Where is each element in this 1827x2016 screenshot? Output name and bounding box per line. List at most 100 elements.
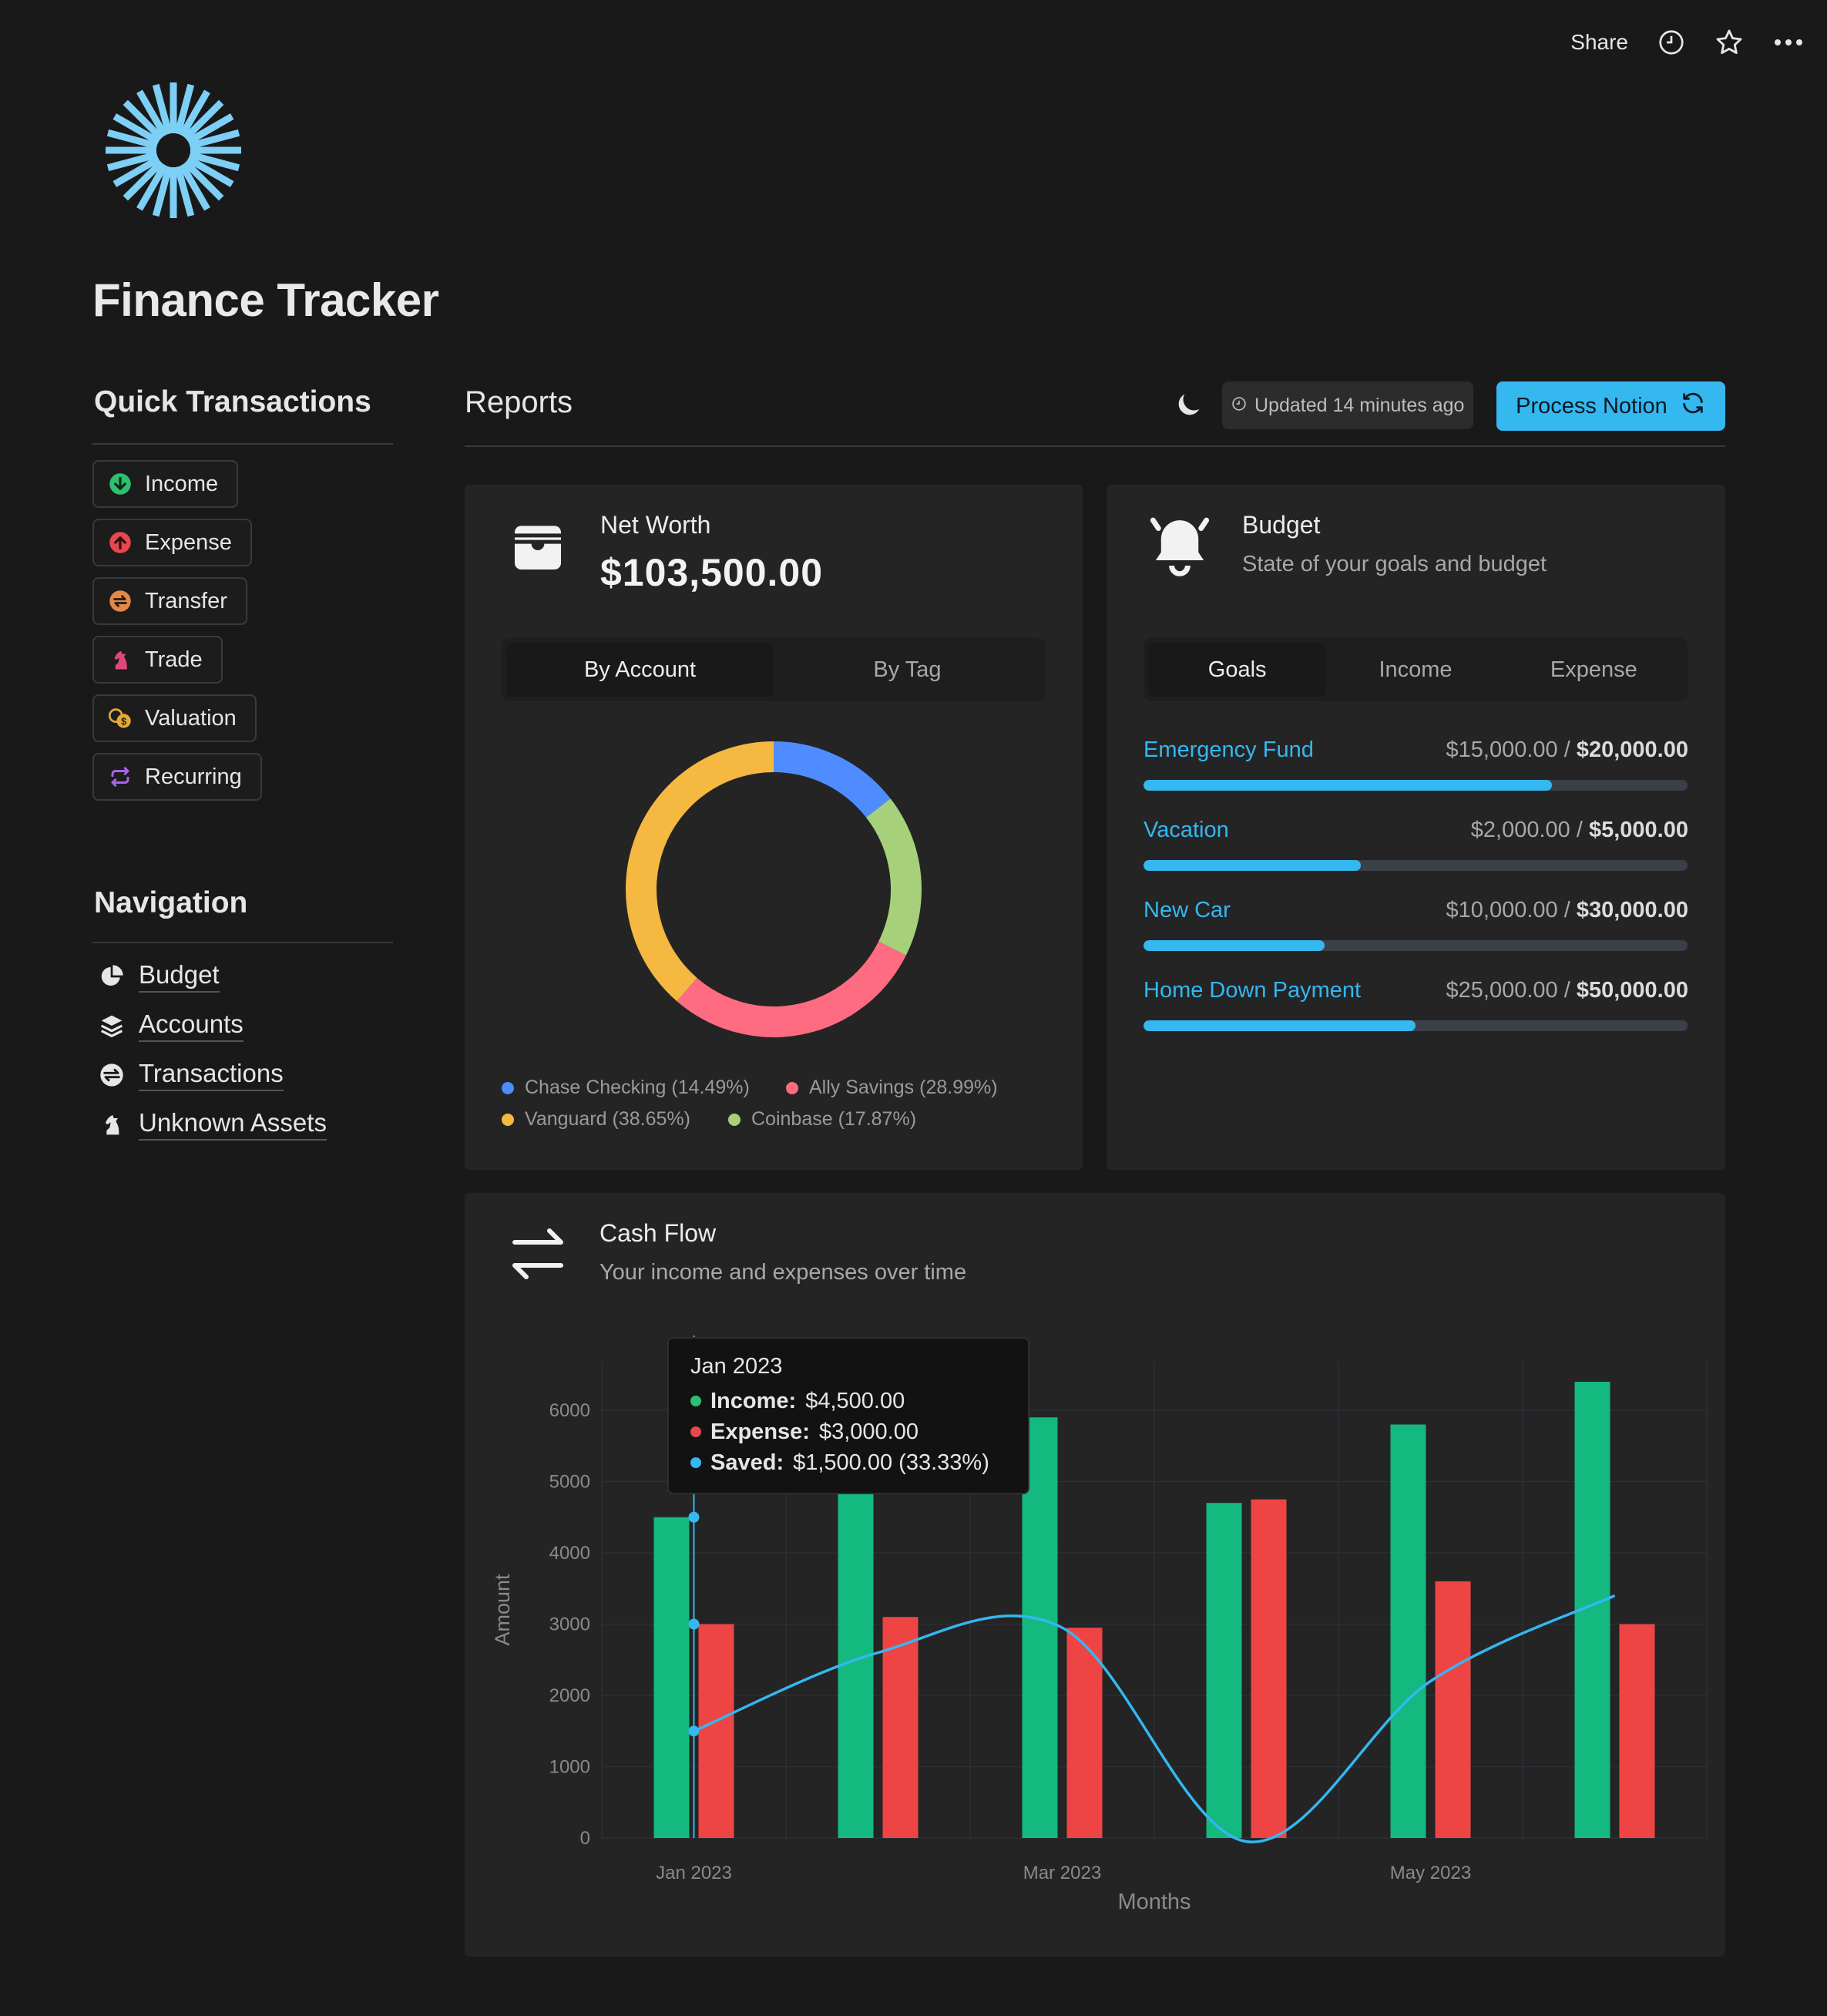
donut-slice-vanguard[interactable] bbox=[626, 741, 774, 1002]
x-axis-label: Months bbox=[1117, 1890, 1191, 1914]
star-icon[interactable] bbox=[1714, 28, 1744, 57]
coins-icon: $ bbox=[108, 706, 133, 731]
divider bbox=[465, 445, 1725, 447]
logo-ray bbox=[136, 89, 168, 138]
nav-item-label[interactable]: Unknown Assets bbox=[139, 1108, 327, 1141]
logo-ray bbox=[189, 151, 240, 172]
quick-item-label: Expense bbox=[145, 529, 232, 555]
net-worth-tabs: By Account By Tag bbox=[502, 638, 1046, 701]
repeat-icon bbox=[108, 764, 133, 789]
goal-name: Emergency Fund bbox=[1144, 738, 1314, 762]
tab-income[interactable]: Income bbox=[1379, 657, 1453, 682]
net-worth-title: Net Worth bbox=[600, 511, 711, 539]
legend-label: Ally Savings (28.99%) bbox=[809, 1077, 998, 1098]
expense-bar[interactable] bbox=[1619, 1624, 1655, 1839]
tooltip-value: $3,000.00 bbox=[818, 1419, 919, 1444]
expense-bar[interactable] bbox=[698, 1624, 734, 1839]
income-bar[interactable] bbox=[1206, 1503, 1242, 1838]
arrow-down-circle-icon bbox=[108, 472, 133, 496]
legend-dot bbox=[786, 1081, 798, 1094]
process-notion-button[interactable]: Process Notion bbox=[1496, 381, 1725, 431]
nav-item-label[interactable]: Budget bbox=[139, 960, 220, 993]
quick-item-label: Valuation bbox=[145, 705, 237, 731]
nav-item-budget[interactable]: Budget bbox=[99, 960, 220, 993]
logo-ray bbox=[179, 163, 210, 211]
svg-text:$: $ bbox=[121, 717, 126, 727]
wallet-icon bbox=[507, 516, 569, 581]
donut-slice-ally-savings[interactable] bbox=[677, 941, 906, 1037]
quick-trade-button[interactable]: Trade bbox=[92, 636, 223, 684]
y-tick-label: 6000 bbox=[549, 1400, 590, 1421]
clock-icon bbox=[1231, 395, 1247, 417]
quick-transfer-button[interactable]: Transfer bbox=[92, 577, 247, 625]
tab-goals[interactable]: Goals bbox=[1148, 643, 1327, 697]
x-tick-label: Mar 2023 bbox=[1023, 1863, 1101, 1883]
transfer-circle-icon bbox=[108, 589, 133, 613]
goal-current: $2,000.00 bbox=[1470, 818, 1570, 842]
quick-item-label: Transfer bbox=[145, 588, 227, 613]
legend-item: Chase Checking (14.49%) bbox=[502, 1077, 750, 1099]
navigation-heading: Navigation bbox=[94, 886, 248, 919]
nav-item-transactions[interactable]: Transactions bbox=[99, 1059, 284, 1091]
expense-bar[interactable] bbox=[1066, 1628, 1103, 1838]
top-bar: Share bbox=[1570, 23, 1804, 62]
y-tick-label: 5000 bbox=[549, 1472, 590, 1493]
budget-card: Budget State of your goals and budget Go… bbox=[1107, 485, 1725, 1170]
goal-progress-bar bbox=[1144, 860, 1688, 871]
logo-ray bbox=[152, 83, 173, 135]
donut-slice-coinbase[interactable] bbox=[865, 798, 922, 956]
quick-valuation-button[interactable]: $ Valuation bbox=[92, 694, 257, 742]
legend-label: Vanguard (38.65%) bbox=[525, 1108, 690, 1130]
quick-recurring-button[interactable]: Recurring bbox=[92, 753, 262, 801]
updated-badge: Updated 14 minutes ago bbox=[1222, 381, 1474, 429]
net-worth-card: Net Worth $103,500.00 By Account By Tag … bbox=[465, 485, 1083, 1170]
quick-expense-button[interactable]: Expense bbox=[92, 519, 252, 566]
share-button[interactable]: Share bbox=[1570, 30, 1628, 54]
goal-progress-fill bbox=[1144, 940, 1325, 951]
goal-target: $5,000.00 bbox=[1588, 818, 1688, 842]
legend-item: Vanguard (38.65%) bbox=[502, 1108, 690, 1131]
quick-item-label: Income bbox=[145, 471, 219, 496]
quick-income-button[interactable]: Income bbox=[92, 460, 239, 508]
expense-bar[interactable] bbox=[1435, 1581, 1471, 1838]
nav-item-accounts[interactable]: Accounts bbox=[99, 1010, 243, 1042]
tab-expense[interactable]: Expense bbox=[1550, 657, 1637, 682]
hover-point bbox=[688, 1725, 700, 1737]
tab-by-tag[interactable]: By Tag bbox=[873, 657, 942, 682]
moon-icon[interactable] bbox=[1174, 389, 1204, 424]
y-tick-label: 1000 bbox=[549, 1757, 590, 1778]
income-bar[interactable] bbox=[1390, 1424, 1426, 1839]
logo-ray bbox=[152, 166, 173, 217]
logo-ray bbox=[186, 156, 234, 187]
goal-progress-fill bbox=[1144, 860, 1362, 871]
x-tick-label: Jan 2023 bbox=[656, 1863, 732, 1883]
nav-item-unknown-assets[interactable]: Unknown Assets bbox=[99, 1108, 327, 1141]
goal-target: $30,000.00 bbox=[1576, 898, 1688, 922]
y-tick-label: 0 bbox=[580, 1828, 590, 1849]
expense-bar[interactable] bbox=[1251, 1499, 1287, 1838]
goal-current: $15,000.00 bbox=[1446, 738, 1558, 762]
layers-icon bbox=[99, 1013, 125, 1039]
history-icon[interactable] bbox=[1657, 29, 1685, 56]
donut-slice-chase-checking[interactable] bbox=[773, 741, 891, 818]
chess-knight-icon bbox=[108, 647, 133, 672]
income-bar[interactable] bbox=[653, 1517, 690, 1838]
more-icon[interactable] bbox=[1773, 38, 1804, 47]
legend-dot bbox=[690, 1396, 701, 1406]
x-tick-label: May 2023 bbox=[1390, 1863, 1471, 1883]
budget-title: Budget bbox=[1242, 511, 1321, 539]
legend-dot bbox=[690, 1457, 701, 1468]
goal-target: $20,000.00 bbox=[1576, 738, 1688, 762]
tooltip-key: Income: bbox=[710, 1388, 797, 1413]
reports-heading: Reports bbox=[465, 385, 573, 419]
nav-item-label[interactable]: Transactions bbox=[139, 1059, 284, 1091]
y-tick-label: 4000 bbox=[549, 1543, 590, 1564]
logo-ray bbox=[183, 99, 224, 141]
quick-transactions-heading: Quick Transactions bbox=[94, 385, 371, 418]
pie-chart-icon bbox=[99, 963, 125, 990]
nav-item-label[interactable]: Accounts bbox=[139, 1010, 243, 1042]
expense-bar[interactable] bbox=[882, 1617, 919, 1838]
tooltip-title: Jan 2023 bbox=[690, 1354, 783, 1379]
tab-by-account[interactable]: By Account bbox=[506, 643, 774, 697]
chess-knight-icon bbox=[99, 1111, 125, 1137]
